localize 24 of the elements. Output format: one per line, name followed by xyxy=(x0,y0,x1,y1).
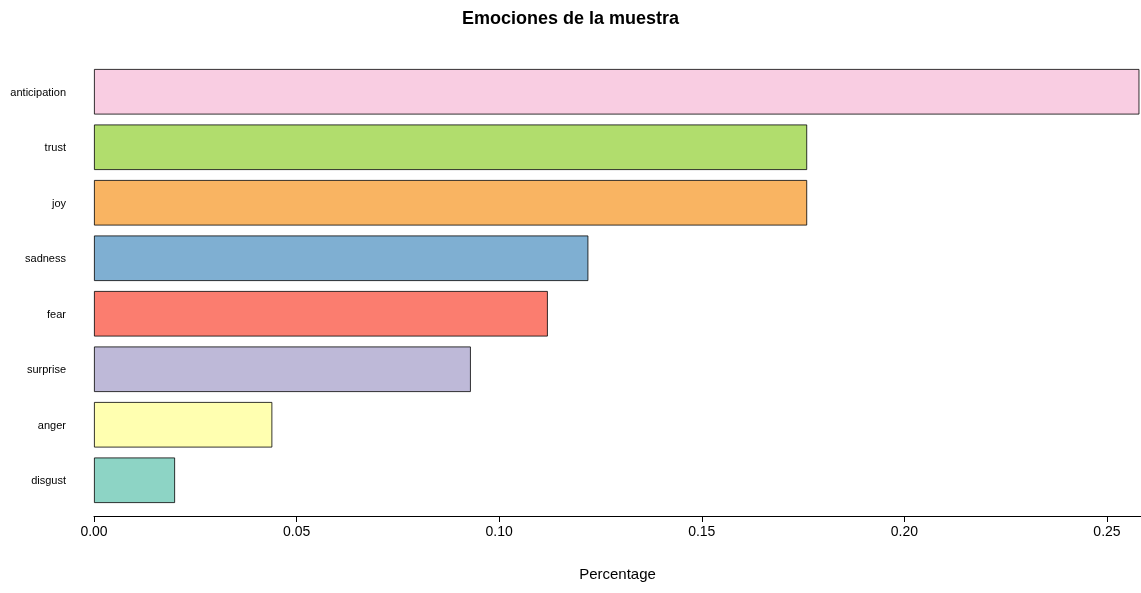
x-tick-label: 0.05 xyxy=(282,523,311,539)
x-tick-label: 0.15 xyxy=(688,523,716,539)
y-tick-label: trust xyxy=(44,141,66,154)
y-tick-label: disgust xyxy=(31,474,66,487)
y-tick-label: sadness xyxy=(25,252,67,265)
bar xyxy=(94,346,471,392)
x-tick-label: 0.25 xyxy=(1093,523,1121,539)
x-tick-label: 0.00 xyxy=(80,523,108,539)
bar xyxy=(94,235,589,282)
x-axis-title: Percentage xyxy=(579,565,656,582)
bar xyxy=(94,402,273,448)
y-tick-label: joy xyxy=(50,196,67,209)
y-tick-label: surprise xyxy=(26,363,66,376)
bar xyxy=(94,291,548,337)
bar xyxy=(94,180,808,226)
bar xyxy=(94,457,176,503)
chart-title: Emociones de la muestra xyxy=(461,8,681,28)
y-tick-label: anticipation xyxy=(10,85,66,98)
y-tick-label: fear xyxy=(47,307,67,320)
x-tick-label: 0.20 xyxy=(890,523,919,539)
bar xyxy=(94,124,808,171)
bar xyxy=(94,69,1140,115)
y-tick-label: anger xyxy=(37,418,67,431)
x-tick-label: 0.10 xyxy=(485,523,514,539)
